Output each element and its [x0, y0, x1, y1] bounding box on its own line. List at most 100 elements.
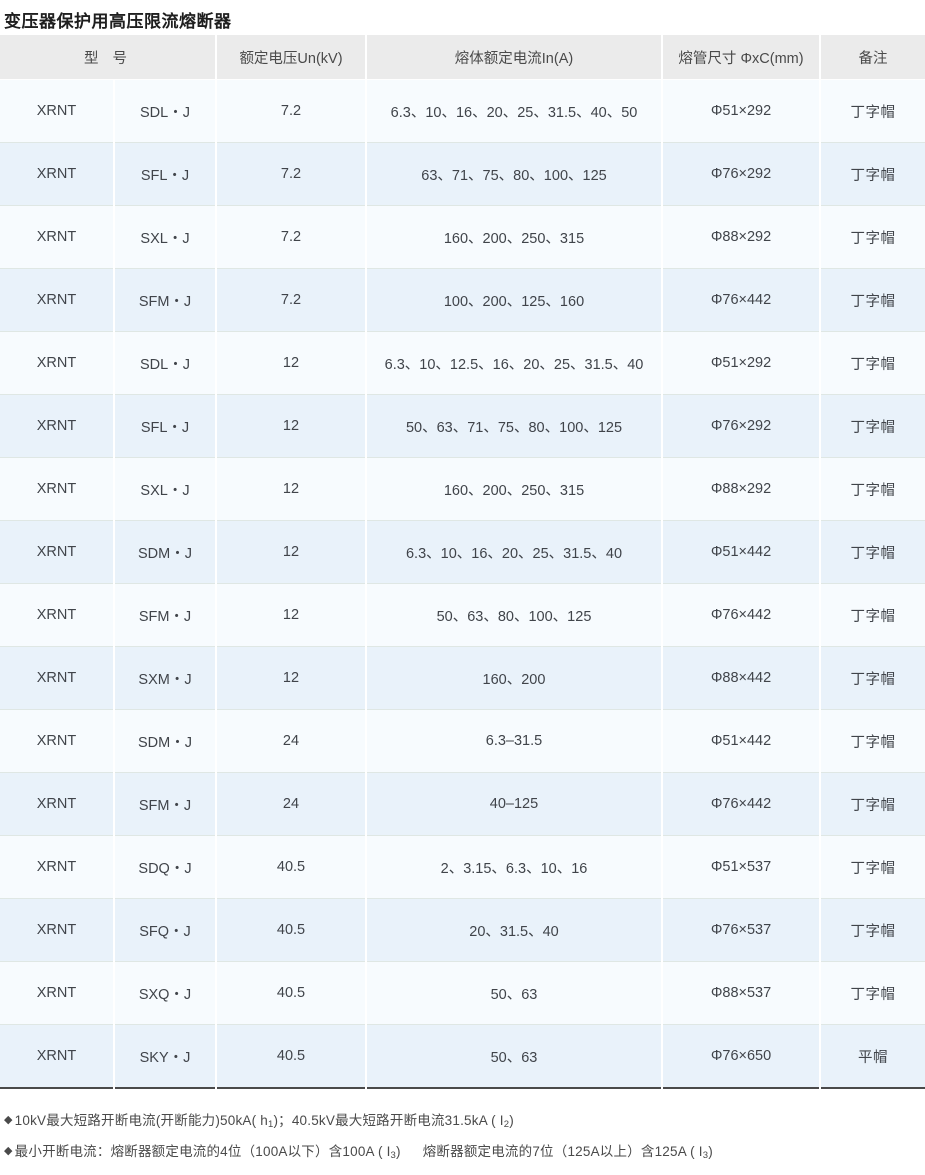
cell-current: 6.3–31.5	[366, 709, 663, 773]
table-header: 型 号 额定电压Un(kV) 熔体额定电流In(A) 熔管尺寸 ΦxC(mm) …	[0, 34, 925, 80]
cell-model: SFL・J	[114, 394, 217, 458]
table-row: XRNT SDL・J 7.2 6.3、10、16、20、25、31.5、40、50 Φ5…	[0, 79, 925, 143]
cell-tube: Φ88×537	[662, 961, 821, 1025]
cell-voltage: 40.5	[216, 961, 367, 1025]
header-row: 型 号 额定电压Un(kV) 熔体额定电流In(A) 熔管尺寸 ΦxC(mm) …	[0, 34, 925, 80]
page-title: 变压器保护用高压限流熔断器	[4, 12, 232, 31]
table-row: XRNT SXL・J 7.2 160、200、250、315 Φ88×292 丁字帽	[0, 205, 925, 269]
cell-voltage: 7.2	[216, 142, 367, 206]
cell-model: SDL・J	[114, 331, 217, 395]
cell-tube: Φ51×292	[662, 79, 821, 143]
table-body: XRNT SDL・J 7.2 6.3、10、16、20、25、31.5、40、50 Φ5…	[0, 79, 925, 1088]
cell-brand: XRNT	[0, 961, 115, 1025]
cell-model: SFL・J	[114, 142, 217, 206]
column-header-voltage: 额定电压Un(kV)	[216, 34, 367, 80]
cell-current: 100、200、125、160	[366, 268, 663, 332]
cell-voltage: 12	[216, 394, 367, 458]
cell-voltage: 12	[216, 520, 367, 584]
cell-tube: Φ88×442	[662, 646, 821, 710]
cell-remark: 丁字帽	[820, 142, 925, 206]
table-row: XRNT SXM・J 12 160、200 Φ88×442 丁字帽	[0, 646, 925, 710]
cell-voltage: 40.5	[216, 1024, 367, 1088]
cell-remark: 丁字帽	[820, 898, 925, 962]
cell-remark: 丁字帽	[820, 835, 925, 899]
column-header-remark: 备注	[820, 34, 925, 80]
cell-model: SXL・J	[114, 457, 217, 521]
diamond-bullet-icon-2: ◆	[4, 1145, 13, 1157]
cell-remark: 丁字帽	[820, 961, 925, 1025]
cell-tube: Φ88×292	[662, 205, 821, 269]
cell-remark: 丁字帽	[820, 772, 925, 836]
table-row: XRNT SDM・J 12 6.3、10、16、20、25、31.5、40 Φ51×44…	[0, 520, 925, 584]
cell-voltage: 12	[216, 457, 367, 521]
cell-remark: 丁字帽	[820, 709, 925, 773]
note-1-subscript-2: 2	[503, 1119, 510, 1130]
cell-remark: 丁字帽	[820, 457, 925, 521]
cell-model: SDM・J	[114, 520, 217, 584]
cell-model: SFQ・J	[114, 898, 217, 962]
cell-voltage: 40.5	[216, 898, 367, 962]
cell-voltage: 12	[216, 646, 367, 710]
cell-model: SDL・J	[114, 79, 217, 143]
cell-remark: 丁字帽	[820, 331, 925, 395]
cell-current: 6.3、10、16、20、25、31.5、40	[366, 520, 663, 584]
note-line-1: ◆ 10kV最大短路开断电流(开断能力)50kA( h1)；40.5kV最大短路开…	[4, 1107, 921, 1138]
cell-voltage: 7.2	[216, 79, 367, 143]
cell-brand: XRNT	[0, 520, 115, 584]
table-row: XRNT SFL・J 7.2 63、71、75、80、100、125 Φ76×292 丁字…	[0, 142, 925, 206]
cell-brand: XRNT	[0, 394, 115, 458]
cell-tube: Φ76×442	[662, 268, 821, 332]
cell-remark: 丁字帽	[820, 205, 925, 269]
cell-brand: XRNT	[0, 205, 115, 269]
cell-current: 2、3.15、6.3、10、16	[366, 835, 663, 899]
table-row: XRNT SKY・J 40.5 50、63 Φ76×650 平帽	[0, 1024, 925, 1088]
cell-voltage: 24	[216, 709, 367, 773]
cell-current: 160、200、250、315	[366, 457, 663, 521]
table-row: XRNT SXL・J 12 160、200、250、315 Φ88×292 丁字帽	[0, 457, 925, 521]
note-2-subscript-2: 3	[702, 1150, 709, 1161]
note-1-text-b: )；40.5kV最大短路开断电流31.5kA ( I	[273, 1113, 504, 1128]
cell-current: 50、63	[366, 1024, 663, 1088]
column-header-model: 型 号	[0, 34, 217, 80]
cell-model: SKY・J	[114, 1024, 217, 1088]
cell-tube: Φ76×292	[662, 394, 821, 458]
cell-tube: Φ76×442	[662, 583, 821, 647]
note-1-text-c: )	[509, 1113, 514, 1128]
cell-remark: 丁字帽	[820, 583, 925, 647]
cell-brand: XRNT	[0, 835, 115, 899]
cell-current: 50、63	[366, 961, 663, 1025]
cell-remark: 丁字帽	[820, 79, 925, 143]
table-row: XRNT SFM・J 7.2 100、200、125、160 Φ76×442 丁字帽	[0, 268, 925, 332]
note-1-subscript-1: 1	[267, 1119, 274, 1130]
table-row: XRNT SFQ・J 40.5 20、31.5、40 Φ76×537 丁字帽	[0, 898, 925, 962]
cell-current: 20、31.5、40	[366, 898, 663, 962]
cell-remark: 平帽	[820, 1024, 925, 1088]
note-2-text-a: 最小开断电流：熔断器额定电流的4位（100A以下）含100A ( I	[14, 1144, 391, 1159]
cell-brand: XRNT	[0, 268, 115, 332]
cell-remark: 丁字帽	[820, 520, 925, 584]
cell-brand: XRNT	[0, 646, 115, 710]
cell-remark: 丁字帽	[820, 394, 925, 458]
cell-current: 50、63、71、75、80、100、125	[366, 394, 663, 458]
notes-section: ◆ 10kV最大短路开断电流(开断能力)50kA( h1)；40.5kV最大短路开…	[0, 1089, 925, 1169]
cell-brand: XRNT	[0, 583, 115, 647]
cell-tube: Φ76×537	[662, 898, 821, 962]
table-row: XRNT SDQ・J 40.5 2、3.15、6.3、10、16 Φ51×537 丁字帽	[0, 835, 925, 899]
cell-brand: XRNT	[0, 772, 115, 836]
table-row: XRNT SXQ・J 40.5 50、63 Φ88×537 丁字帽	[0, 961, 925, 1025]
note-2-text-c: 熔断器额定电流的7位（125A以上）含125A ( I	[422, 1144, 703, 1159]
cell-model: SDM・J	[114, 709, 217, 773]
note-line-2: ◆ 最小开断电流：熔断器额定电流的4位（100A以下）含100A ( I3) 熔断器…	[4, 1138, 921, 1169]
table-row: XRNT SDM・J 24 6.3–31.5 Φ51×442 丁字帽	[0, 709, 925, 773]
cell-model: SDQ・J	[114, 835, 217, 899]
cell-voltage: 7.2	[216, 205, 367, 269]
cell-current: 160、200	[366, 646, 663, 710]
cell-tube: Φ76×442	[662, 772, 821, 836]
cell-voltage: 7.2	[216, 268, 367, 332]
cell-remark: 丁字帽	[820, 268, 925, 332]
cell-tube: Φ88×292	[662, 457, 821, 521]
table-row: XRNT SFM・J 12 50、63、80、100、125 Φ76×442 丁字帽	[0, 583, 925, 647]
cell-model: SFM・J	[114, 268, 217, 332]
column-header-tube: 熔管尺寸 ΦxC(mm)	[662, 34, 821, 80]
